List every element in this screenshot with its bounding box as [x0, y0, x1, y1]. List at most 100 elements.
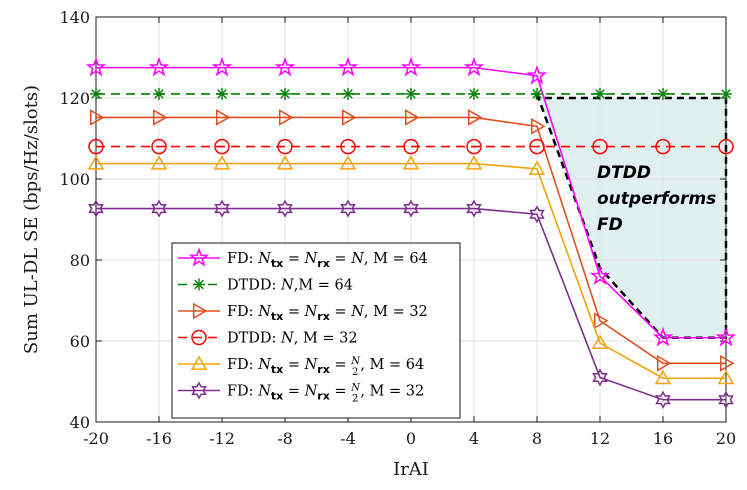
- legend-marker: [188, 247, 210, 267]
- legend-marker: [193, 302, 208, 320]
- data-point: [468, 87, 480, 100]
- data-point: [531, 118, 546, 135]
- data-point: [279, 87, 291, 100]
- legend-label: FD: Ntx = Nrx = N, M = 64: [227, 251, 428, 270]
- data-point: [87, 155, 105, 170]
- data-point: [153, 109, 168, 126]
- legend-box: [171, 242, 461, 419]
- fraction-numerator: N: [350, 383, 361, 394]
- data-point: [402, 155, 420, 170]
- series-2: [90, 109, 735, 372]
- outperform-region: [537, 93, 726, 338]
- x-tick-label: -20: [83, 429, 109, 448]
- data-point: [655, 138, 671, 155]
- y-axis-title: Sum UL-DL SE (bps/Hz/slots): [21, 85, 42, 354]
- data-point: [592, 368, 608, 387]
- data-point: [277, 199, 293, 218]
- data-point: [88, 138, 104, 155]
- legend-label-part: N: [304, 357, 319, 373]
- data-point: [400, 56, 422, 77]
- y-tick-label: 60: [70, 332, 90, 351]
- data-point: [592, 138, 608, 155]
- legend-marker: [191, 329, 207, 346]
- data-point: [403, 199, 419, 218]
- legend-marker: [190, 355, 208, 370]
- legend-label-part: N: [257, 251, 272, 267]
- data-point: [466, 199, 482, 218]
- y-tick-label: 120: [59, 89, 90, 108]
- legend-label-part: ,M = 64: [294, 278, 353, 294]
- data-point: [342, 109, 357, 126]
- data-point: [90, 87, 102, 100]
- legend-label-part: =: [330, 304, 351, 320]
- data-point: [657, 354, 672, 372]
- data-point: [466, 138, 482, 155]
- legend-label-part: N: [350, 304, 365, 320]
- data-point: [151, 199, 167, 218]
- data-point: [148, 56, 170, 77]
- x-tick-label: 20: [716, 429, 736, 448]
- legend-marker: [193, 278, 205, 291]
- annotation-line: outperforms: [597, 189, 716, 209]
- data-point: [340, 138, 356, 155]
- legend-label-part: N: [304, 304, 319, 320]
- legend-label-part: =: [330, 357, 351, 373]
- legend-label-part: =: [283, 251, 304, 267]
- series-1: [90, 87, 732, 100]
- data-point: [153, 87, 165, 100]
- legend-subscript: tx: [271, 310, 283, 323]
- data-point: [216, 109, 231, 126]
- data-point: [211, 56, 233, 77]
- y-tick-label: 40: [70, 413, 90, 432]
- series-line: [96, 66, 726, 339]
- legend-label-part: FD:: [227, 384, 258, 400]
- data-point: [718, 138, 734, 155]
- x-tick-label: 0: [406, 429, 416, 448]
- x-tick-label: 12: [590, 429, 610, 448]
- legend-label-part: =: [330, 384, 351, 400]
- data-point: [652, 326, 674, 347]
- data-point: [277, 138, 293, 155]
- data-point: [213, 155, 231, 170]
- legend-label-part: N: [280, 331, 295, 347]
- series-line: [96, 207, 726, 401]
- legend-subscript: rx: [317, 390, 330, 403]
- legend-label-part: , M = 32: [294, 331, 358, 347]
- y-tick-label: 100: [59, 170, 90, 189]
- legend-label-part: DTDD:: [227, 278, 281, 294]
- series-5: [88, 199, 734, 409]
- data-point: [594, 312, 609, 330]
- data-point: [403, 138, 419, 155]
- legend: FD: Ntx = Nrx = N, M = 64 DTDD: N ,M = 64 F…: [171, 242, 461, 419]
- legend-label: FD: Ntx = Nrx = N, M = 32: [227, 304, 428, 323]
- data-point: [340, 199, 356, 218]
- legend-label-part: N: [304, 251, 319, 267]
- data-point: [468, 109, 483, 126]
- legend-subscript: tx: [271, 257, 283, 270]
- x-tick-label: 4: [469, 429, 479, 448]
- data-point: [216, 87, 228, 100]
- data-point: [463, 56, 485, 77]
- legend-label-part: N: [304, 384, 319, 400]
- data-point: [526, 64, 548, 85]
- x-axis-title: IrAI: [393, 459, 429, 480]
- fraction-denominator: 2: [352, 367, 358, 378]
- data-point: [531, 87, 543, 100]
- legend-label: DTDD: N, M = 32: [227, 331, 358, 347]
- legend-label-part: , M = 32: [364, 304, 428, 320]
- data-point: [528, 160, 546, 175]
- legend-label-part: N: [257, 384, 272, 400]
- series-3: [88, 138, 734, 155]
- legend-entry: FD: Ntx = Nrx = N, M = 32: [178, 302, 428, 323]
- data-point: [654, 369, 672, 385]
- data-point: [655, 390, 671, 409]
- x-tick-label: -16: [146, 429, 172, 448]
- legend-label-part: , M = 32: [360, 384, 424, 400]
- legend-label-part: DTDD:: [227, 331, 281, 347]
- series-4: [87, 155, 735, 385]
- legend-label-part: =: [283, 357, 304, 373]
- data-point: [720, 87, 732, 100]
